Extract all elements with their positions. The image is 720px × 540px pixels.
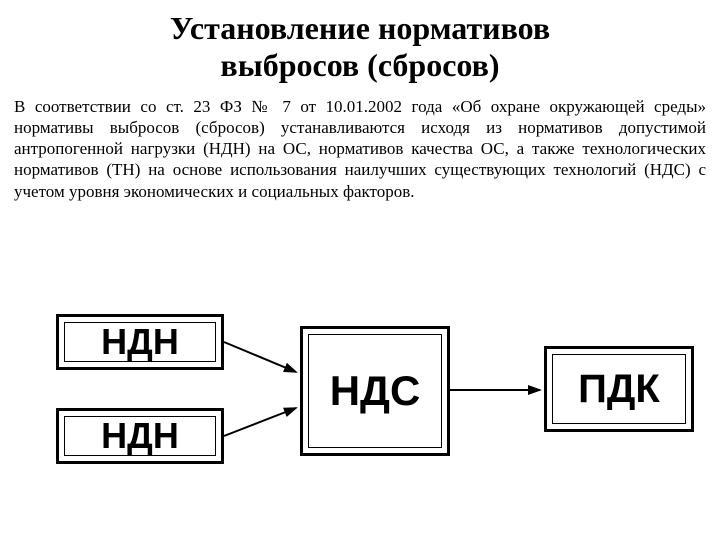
node-ndn1: НДН — [56, 314, 224, 370]
flowchart: НДН НДН НДС ПДК — [0, 300, 720, 530]
edge-ndn1-to-nds — [224, 342, 296, 372]
node-ndn2-label: НДН — [64, 416, 216, 456]
node-ndn2: НДН — [56, 408, 224, 464]
node-nds-label: НДС — [308, 334, 442, 448]
title-line-2: выбросов (сбросов) — [0, 47, 720, 84]
edge-ndn2-to-nds — [224, 408, 296, 436]
node-nds: НДС — [300, 326, 450, 456]
node-ndn1-label: НДН — [64, 322, 216, 362]
title-line-1: Установление нормативов — [0, 10, 720, 47]
slide: Установление нормативов выбросов (сбросо… — [0, 0, 720, 540]
node-pdk-label: ПДК — [552, 354, 686, 424]
body-paragraph: В соответствии со ст. 23 ФЗ № 7 от 10.01… — [0, 84, 720, 202]
node-pdk: ПДК — [544, 346, 694, 432]
page-title: Установление нормативов выбросов (сбросо… — [0, 0, 720, 84]
